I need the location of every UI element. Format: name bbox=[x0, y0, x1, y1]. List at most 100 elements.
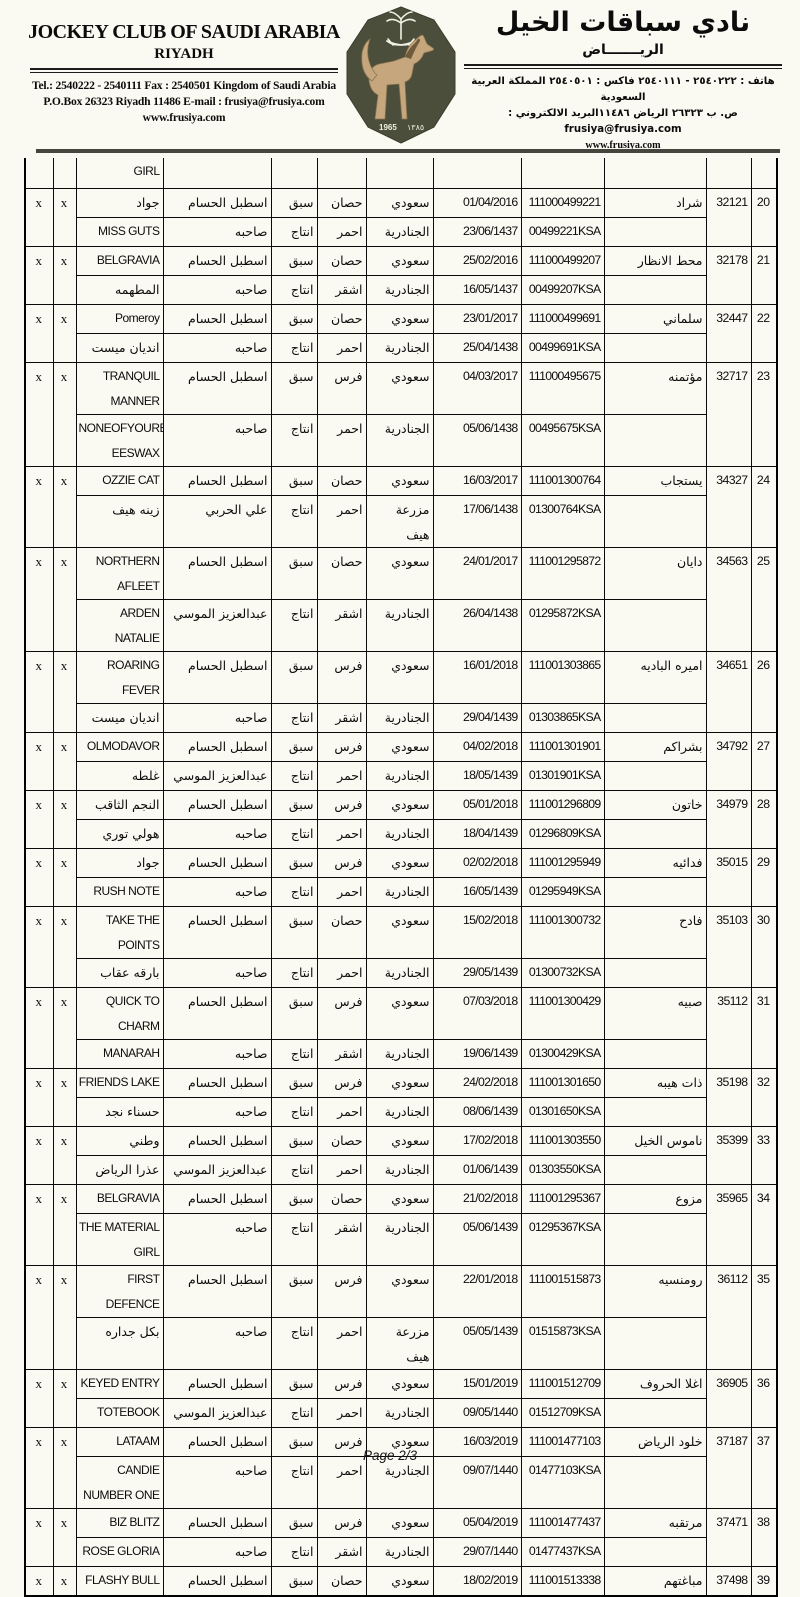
registry-id-cell bbox=[705, 158, 752, 189]
registry-id-cell: 32447 bbox=[705, 304, 752, 363]
registration-number-cell: 111001512709 bbox=[520, 1369, 605, 1399]
activity-cell: انتاج bbox=[270, 1097, 318, 1127]
registry-id-cell: 35399 bbox=[705, 1126, 752, 1185]
place-cell: سعودي bbox=[365, 304, 434, 334]
arabic-name-cell bbox=[603, 414, 707, 467]
row-number-cell: 37 bbox=[750, 1427, 778, 1509]
gender-color-cell: احمر bbox=[316, 1317, 367, 1370]
registry-id-cell: 34792 bbox=[705, 732, 752, 791]
logo-year-hijri: ١٣٨٥ bbox=[407, 123, 424, 132]
registration-number-cell: 00499207KSA bbox=[520, 275, 605, 305]
local-mark-cell: x bbox=[52, 304, 77, 363]
registration-number-cell bbox=[520, 158, 605, 189]
export-mark-cell: x bbox=[24, 1265, 54, 1370]
table-row: x x BELGRAVIA اسطبل الحسام سبق حصان سعودي 21/02… bbox=[24, 1184, 778, 1266]
place-cell: الجنادرية bbox=[365, 1398, 434, 1428]
export-mark-cell: x bbox=[24, 547, 54, 652]
gender-color-cell: حصان bbox=[316, 1184, 367, 1214]
gender-color-cell: احمر bbox=[316, 958, 367, 988]
row-number-cell bbox=[750, 158, 778, 189]
gender-color-cell: حصان bbox=[316, 547, 367, 600]
local-mark-cell: x bbox=[52, 1566, 77, 1597]
export-mark-cell bbox=[24, 158, 54, 189]
place-cell: سعودي bbox=[365, 1508, 434, 1538]
stable-owner-cell: اسطبل الحسام bbox=[162, 1068, 272, 1098]
arabic-name-cell bbox=[603, 217, 707, 247]
contact-line-website: www.frusiya.com bbox=[142, 111, 226, 124]
activity-cell: انتاج bbox=[270, 1317, 318, 1370]
local-mark-cell: x bbox=[52, 466, 77, 548]
activity-cell: سبق bbox=[270, 246, 318, 276]
date-cell: 18/02/2019 bbox=[432, 1566, 522, 1597]
stable-owner-cell: اسطبل الحسام bbox=[162, 906, 272, 959]
export-mark-cell: x bbox=[24, 790, 54, 849]
registration-number-cell: 00495675KSA bbox=[520, 414, 605, 467]
horse-name-cell: QUICK TO CHARM bbox=[75, 987, 164, 1040]
registration-number-cell: 01295367KSA bbox=[520, 1213, 605, 1266]
stable-owner-cell: اسطبل الحسام bbox=[162, 362, 272, 415]
activity-cell: انتاج bbox=[270, 1398, 318, 1428]
registration-number-cell: 01300764KSA bbox=[520, 495, 605, 548]
gender-color-cell: فرس bbox=[316, 987, 367, 1040]
horse-name-cell: MANARAH bbox=[75, 1039, 164, 1069]
stable-owner-cell: اسطبل الحسام bbox=[162, 651, 272, 704]
place-cell: الجنادرية bbox=[365, 217, 434, 247]
header-divider-left bbox=[30, 68, 338, 73]
registration-number-cell: 111000499207 bbox=[520, 246, 605, 276]
place-cell: سعودي bbox=[365, 848, 434, 878]
activity-cell: سبق bbox=[270, 466, 318, 496]
table-row: بكل جداره صاحبه انتاج احمر مزرعة هيف 05/05/14… bbox=[25, 1317, 777, 1370]
row-number-cell: 30 bbox=[750, 906, 778, 988]
gender-color-cell: احمر bbox=[316, 1097, 367, 1127]
table-row: NONEOFYOURB EESWAX صاحبه انتاج احمر الجنادري… bbox=[25, 414, 777, 467]
local-mark-cell: x bbox=[52, 848, 77, 907]
registration-number-cell: 111001295949 bbox=[520, 848, 605, 878]
export-mark-cell: x bbox=[24, 1369, 54, 1428]
gender-color-cell: فرس bbox=[316, 848, 367, 878]
arabic-name-cell bbox=[603, 761, 707, 791]
export-mark-cell: x bbox=[24, 1126, 54, 1185]
table-row: x x وطني اسطبل الحسام سبق حصان سعودي 17/02/2018… bbox=[24, 1126, 778, 1185]
date-cell: 26/04/1438 bbox=[432, 599, 522, 652]
horse-name-cell: CANDIE NUMBER ONE bbox=[75, 1456, 164, 1509]
horse-name-cell: BELGRAVIA bbox=[75, 246, 164, 276]
stable-owner-cell: اسطبل الحسام bbox=[162, 987, 272, 1040]
letterhead-english: JOCKEY CLUB OF SAUDI ARABIA RIYADH Tel.:… bbox=[28, 20, 340, 126]
horse-name-cell: Pomeroy bbox=[75, 304, 164, 334]
table-row: زينه هيف علي الحربي انتاج احمر مزرعة هيف 17/0… bbox=[25, 495, 777, 548]
arabic-name-cell: مرتقبه bbox=[603, 1508, 707, 1538]
registration-number-cell: 01303865KSA bbox=[520, 703, 605, 733]
stable-owner-cell: صاحبه bbox=[162, 958, 272, 988]
row-number-cell: 20 bbox=[750, 188, 778, 247]
date-cell bbox=[432, 158, 522, 189]
local-mark-cell: x bbox=[52, 987, 77, 1069]
gender-color-cell: اشقر bbox=[316, 1537, 367, 1567]
date-cell: 02/02/2018 bbox=[432, 848, 522, 878]
local-mark-cell: x bbox=[52, 1126, 77, 1185]
stable-owner-cell: اسطبل الحسام bbox=[162, 790, 272, 820]
horse-name-cell: حسناء نجد bbox=[75, 1097, 164, 1127]
table-row: RUSH NOTE صاحبه انتاج احمر الجنادرية 16/05/14… bbox=[25, 877, 777, 907]
table-row: غلطه عبدالعزيز الموسي انتاج احمر الجنادرية 18… bbox=[25, 761, 777, 791]
export-mark-cell: x bbox=[24, 987, 54, 1069]
stable-owner-cell: اسطبل الحسام bbox=[162, 1265, 272, 1318]
export-mark-cell: x bbox=[24, 1566, 54, 1597]
arabic-name-cell bbox=[603, 1398, 707, 1428]
activity-cell: انتاج bbox=[270, 1456, 318, 1509]
local-mark-cell bbox=[52, 158, 77, 189]
arabic-name-cell: بشراكم bbox=[603, 732, 707, 762]
stable-owner-cell: صاحبه bbox=[162, 1213, 272, 1266]
stable-owner-cell: اسطبل الحسام bbox=[162, 246, 272, 276]
activity-cell: سبق bbox=[270, 790, 318, 820]
arabic-name-cell bbox=[603, 958, 707, 988]
activity-cell: سبق bbox=[270, 304, 318, 334]
registration-number-cell: 111001300732 bbox=[520, 906, 605, 959]
row-number-cell: 25 bbox=[750, 547, 778, 652]
registration-number-cell: 111001515873 bbox=[520, 1265, 605, 1318]
place-cell: الجنادرية bbox=[365, 877, 434, 907]
activity-cell: انتاج bbox=[270, 1213, 318, 1266]
gender-color-cell: فرس bbox=[316, 1369, 367, 1399]
table-row: x x FLASHY BULL اسطبل الحسام سبق حصان سعودي 18/… bbox=[24, 1566, 778, 1597]
place-cell: سعودي bbox=[365, 547, 434, 600]
gender-color-cell: حصان bbox=[316, 1566, 367, 1597]
